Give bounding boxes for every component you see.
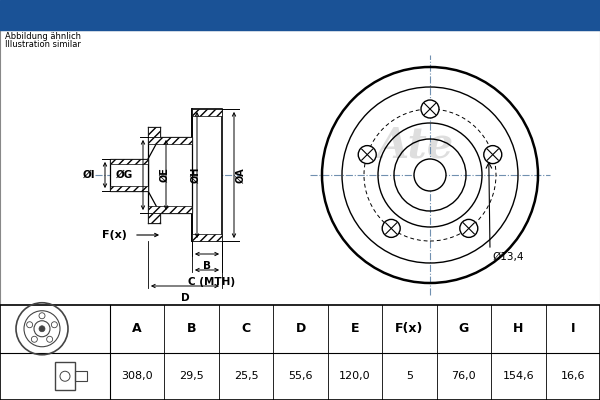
Bar bbox=[110, 186, 148, 191]
Circle shape bbox=[484, 146, 502, 164]
Text: Abbildung ähnlich: Abbildung ähnlich bbox=[5, 32, 81, 41]
Text: 24.0130-0114.1: 24.0130-0114.1 bbox=[131, 6, 289, 24]
Bar bbox=[0, 30, 600, 305]
Bar bbox=[192, 109, 222, 241]
Text: D: D bbox=[295, 322, 305, 335]
Circle shape bbox=[460, 219, 478, 237]
Text: B: B bbox=[187, 322, 196, 335]
Circle shape bbox=[358, 146, 376, 164]
Bar bbox=[192, 109, 222, 116]
Text: G: G bbox=[459, 322, 469, 335]
Text: 16,6: 16,6 bbox=[560, 371, 585, 381]
Bar bbox=[0, 30, 600, 305]
Bar bbox=[75, 371, 87, 381]
Text: B: B bbox=[203, 261, 211, 271]
Bar bbox=[148, 206, 192, 213]
Text: 5: 5 bbox=[406, 371, 413, 381]
Text: F(x): F(x) bbox=[395, 322, 424, 335]
Text: C: C bbox=[242, 322, 251, 335]
Text: ØH: ØH bbox=[191, 167, 201, 183]
Text: Ate: Ate bbox=[376, 124, 454, 166]
Text: ØA: ØA bbox=[236, 167, 246, 183]
Text: D: D bbox=[181, 293, 190, 303]
Circle shape bbox=[414, 159, 446, 191]
Text: 120,0: 120,0 bbox=[339, 371, 371, 381]
Bar bbox=[110, 159, 148, 191]
Text: 76,0: 76,0 bbox=[452, 371, 476, 381]
Text: E: E bbox=[351, 322, 359, 335]
Text: A: A bbox=[133, 322, 142, 335]
Circle shape bbox=[39, 326, 45, 332]
Bar bbox=[148, 137, 192, 144]
Circle shape bbox=[421, 100, 439, 118]
Text: ØG: ØG bbox=[116, 170, 133, 180]
Text: 430114: 430114 bbox=[383, 6, 458, 24]
Bar bbox=[148, 137, 192, 213]
Text: Ø13,4: Ø13,4 bbox=[492, 252, 523, 262]
Text: 154,6: 154,6 bbox=[503, 371, 534, 381]
Text: Illustration similar: Illustration similar bbox=[5, 40, 81, 49]
Text: H: H bbox=[513, 322, 524, 335]
Bar bbox=[0, 305, 600, 400]
Text: ØI: ØI bbox=[82, 170, 95, 180]
Bar bbox=[148, 127, 160, 137]
Text: 29,5: 29,5 bbox=[179, 371, 204, 381]
Text: F(x): F(x) bbox=[102, 230, 127, 240]
Text: ØE: ØE bbox=[160, 168, 170, 182]
Bar bbox=[192, 234, 222, 241]
Bar bbox=[110, 159, 148, 164]
Text: 308,0: 308,0 bbox=[121, 371, 153, 381]
Bar bbox=[0, 0, 600, 30]
Text: C (MTH): C (MTH) bbox=[188, 277, 236, 287]
Circle shape bbox=[382, 219, 400, 237]
Bar bbox=[55, 362, 75, 390]
Text: I: I bbox=[571, 322, 575, 335]
Bar bbox=[148, 213, 160, 223]
Text: 25,5: 25,5 bbox=[234, 371, 259, 381]
Text: 55,6: 55,6 bbox=[289, 371, 313, 381]
